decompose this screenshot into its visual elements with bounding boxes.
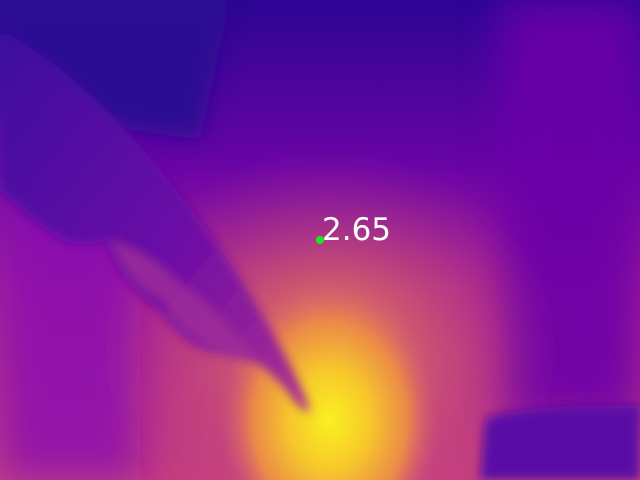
measurement-point-marker bbox=[316, 236, 324, 244]
depth-value-label: 2.65 bbox=[322, 212, 392, 248]
